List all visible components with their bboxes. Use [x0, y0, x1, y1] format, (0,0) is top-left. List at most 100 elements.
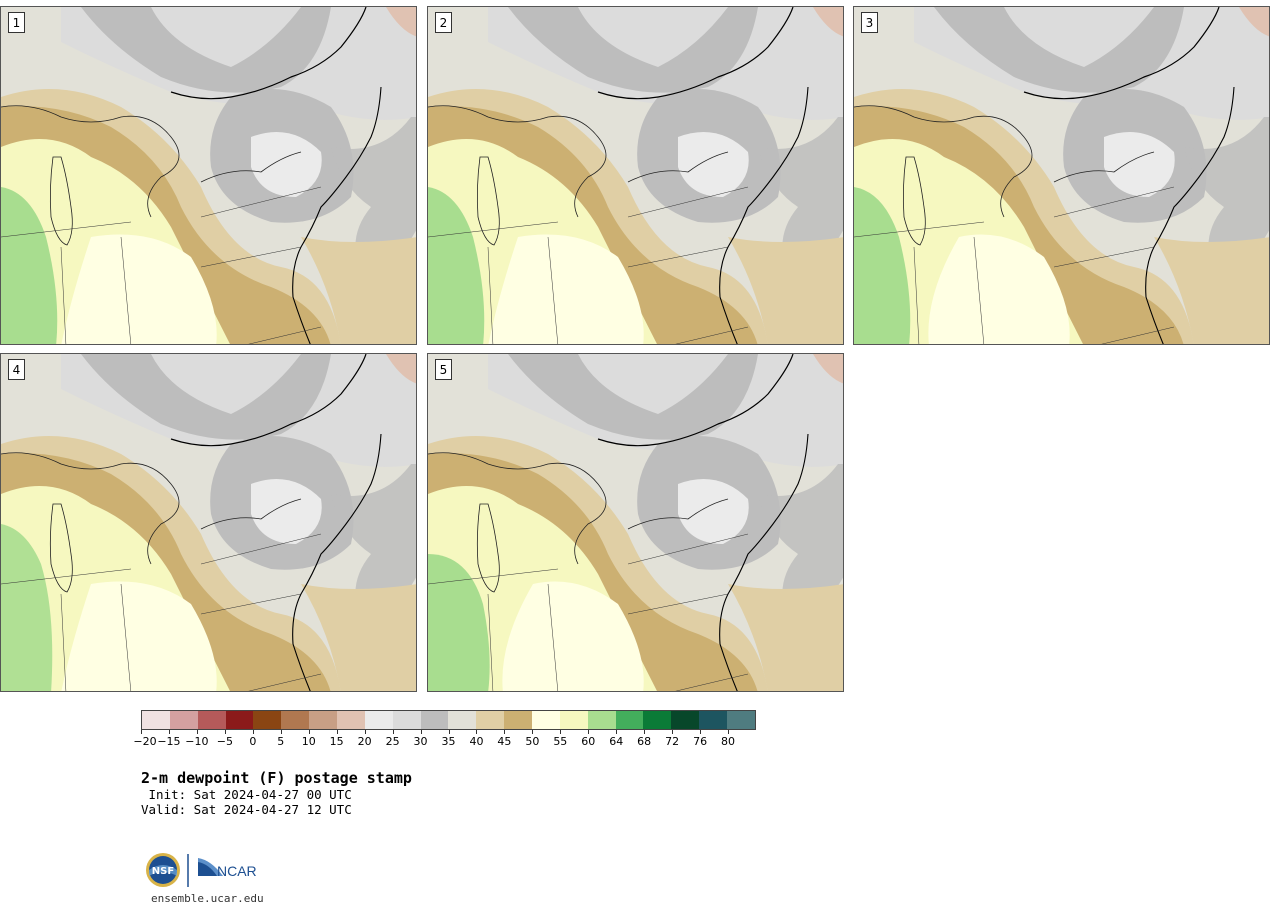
dewpoint-map-3	[854, 7, 1269, 344]
colorbar-swatch	[532, 711, 560, 729]
panel-number-label: 5	[435, 359, 452, 380]
colorbar-tick-label: 10	[301, 735, 316, 748]
great-lakes-shoreline	[1, 105, 302, 218]
dry-air-core	[81, 354, 331, 440]
offshore-dry-band	[331, 464, 416, 620]
colorbar-tick	[476, 730, 478, 734]
humid-region-south	[61, 234, 217, 344]
colorbar-tick	[672, 730, 674, 734]
colorbar-tick	[532, 730, 534, 734]
colorbar-tick	[336, 730, 338, 734]
dewpoint-map-1	[1, 7, 416, 344]
colorbar-tick-label: 76	[693, 735, 708, 748]
very-dry-patch	[1104, 132, 1175, 197]
very-humid-west	[1, 187, 58, 344]
international-border	[170, 7, 367, 100]
dry-air-core	[508, 7, 758, 93]
colorbar-tick	[504, 730, 506, 734]
coastal-moisture	[728, 584, 843, 691]
colorbar-tick	[700, 730, 702, 734]
great-lakes-shoreline	[854, 105, 1155, 218]
colorbar-tick	[616, 730, 618, 734]
coastal-moisture	[301, 237, 416, 344]
state-boundaries	[1, 533, 322, 691]
colorbar-tick	[728, 730, 730, 734]
humid-region-south	[488, 234, 644, 344]
colorbar-swatch	[169, 711, 198, 729]
atlantic-coastline	[292, 86, 382, 344]
great-lakes-shoreline	[428, 452, 729, 565]
northeast-corner-patch	[1239, 7, 1269, 37]
footer-url: ensemble.ucar.edu	[151, 892, 264, 905]
very-humid-west	[428, 187, 485, 344]
lake-michigan-outline	[49, 156, 73, 246]
atlantic-coastline	[719, 433, 809, 691]
international-border	[1023, 7, 1220, 100]
state-boundaries	[428, 533, 749, 691]
colorbar-tick-label: 5	[277, 735, 285, 748]
coastal-moisture	[301, 584, 416, 691]
great-lakes-shoreline	[428, 105, 729, 218]
colorbar-tick	[280, 730, 282, 734]
panel-number-label: 1	[8, 12, 25, 33]
colorbar-tick-label: 68	[637, 735, 652, 748]
international-border	[597, 354, 794, 447]
nsf-logo-text: NSF	[152, 866, 174, 877]
colorbar-tick	[168, 730, 170, 734]
colorbar-tick	[364, 730, 366, 734]
atlantic-coastline	[719, 86, 809, 344]
panel-number-label: 3	[861, 12, 878, 33]
colorbar-tick-label: 72	[665, 735, 680, 748]
colorbar-swatch	[337, 711, 365, 729]
colorbar-swatch	[253, 711, 282, 729]
colorbar-tick	[420, 730, 422, 734]
colorbar-tick	[224, 730, 226, 734]
northeast-corner-patch	[813, 7, 843, 37]
colorbar-tick-label: 64	[609, 735, 624, 748]
colorbar-tick-label: 30	[413, 735, 428, 748]
coastal-moisture	[1154, 237, 1269, 344]
colorbar-swatch	[364, 711, 393, 729]
colorbar-swatch	[225, 711, 254, 729]
very-dry-patch	[251, 479, 322, 544]
humid-region-south	[928, 234, 1070, 344]
stamp-panel-2: 2	[427, 6, 844, 345]
international-border	[170, 354, 367, 447]
stamp-panel-4: 4	[0, 353, 417, 692]
colorbar-tick-label: 50	[525, 735, 540, 748]
northeast-corner-patch	[386, 354, 416, 384]
colorbar-tick-label: 55	[553, 735, 568, 748]
dewpoint-colorbar	[141, 710, 756, 730]
colorbar-swatch	[504, 711, 533, 729]
colorbar-tick	[392, 730, 394, 734]
colorbar-swatch	[699, 711, 728, 729]
dewpoint-map-5	[428, 354, 843, 691]
colorbar-tick	[308, 730, 310, 734]
state-boundaries	[854, 186, 1175, 344]
atlantic-coastline	[292, 433, 382, 691]
colorbar-swatch	[420, 711, 449, 729]
colorbar-swatch	[476, 711, 505, 729]
lake-michigan-outline	[902, 156, 926, 246]
sponsor-logos: NSF NCAR	[145, 850, 275, 890]
lake-michigan-outline	[476, 503, 500, 593]
northeast-corner-patch	[386, 7, 416, 37]
colorbar-swatch	[197, 711, 226, 729]
lake-michigan-outline	[476, 156, 500, 246]
colorbar-tick-label: 60	[581, 735, 596, 748]
valid-time: Valid: Sat 2024-04-27 12 UTC	[141, 802, 352, 817]
colorbar-tick-label: 45	[497, 735, 512, 748]
colorbar-tick-label: 40	[469, 735, 484, 748]
product-title: 2-m dewpoint (F) postage stamp	[141, 769, 412, 787]
very-humid-west	[428, 554, 490, 691]
offshore-dry-band	[758, 117, 843, 273]
offshore-dry-band	[331, 117, 416, 273]
atlantic-coastline	[1145, 86, 1235, 344]
colorbar-swatch	[392, 711, 421, 729]
stamp-panel-1: 1	[0, 6, 417, 345]
colorbar-tick	[644, 730, 646, 734]
colorbar-swatch	[142, 711, 170, 729]
panel-number-label: 2	[435, 12, 452, 33]
colorbar-swatch	[671, 711, 700, 729]
colorbar-swatch	[643, 711, 672, 729]
